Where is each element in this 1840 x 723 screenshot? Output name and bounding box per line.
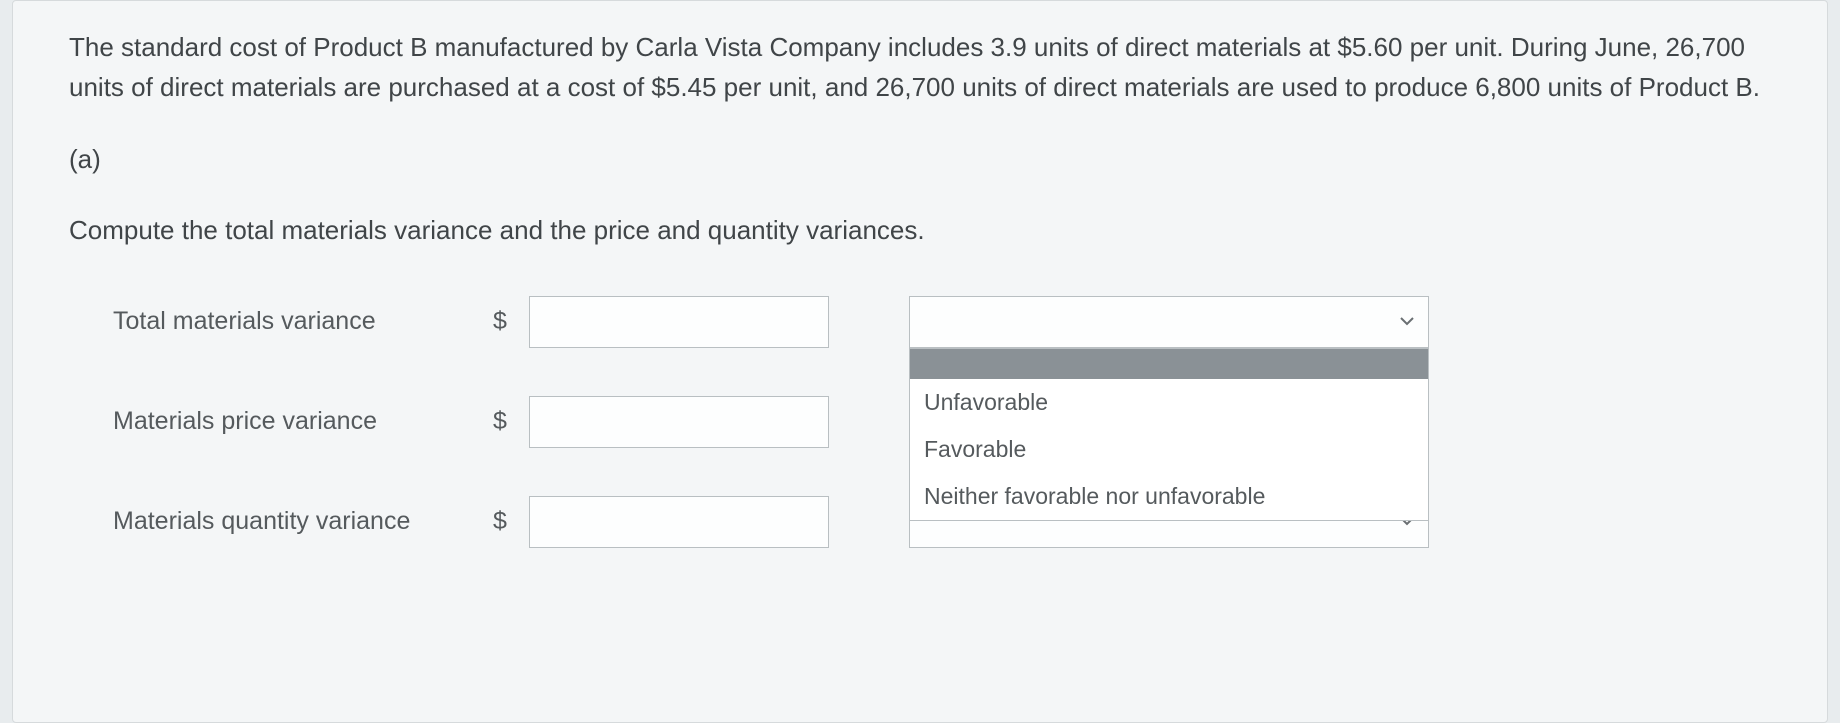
materials-quantity-variance-input[interactable] <box>529 496 829 548</box>
dropdown-list: Unfavorable Favorable Neither favorable … <box>909 348 1429 521</box>
total-materials-variance-select[interactable] <box>909 296 1429 348</box>
chevron-down-icon <box>1399 309 1415 335</box>
total-materials-variance-input[interactable] <box>529 296 829 348</box>
materials-price-variance-input[interactable] <box>529 396 829 448</box>
currency-symbol: $ <box>493 307 529 336</box>
row-label-materials-quantity-variance: Materials quantity variance <box>113 507 493 536</box>
row-label-materials-price-variance: Materials price variance <box>113 407 493 436</box>
currency-symbol: $ <box>493 507 529 536</box>
answer-grid: Total materials variance $ Unfavorable F… <box>13 246 1827 548</box>
dropdown-option-blank[interactable] <box>910 349 1428 379</box>
problem-statement: The standard cost of Product B manufactu… <box>13 1 1827 108</box>
row-label-total-materials-variance: Total materials variance <box>113 307 493 336</box>
instruction-text: Compute the total materials variance and… <box>13 175 1827 246</box>
part-label: (a) <box>13 108 1827 175</box>
dropdown-option-neither[interactable]: Neither favorable nor unfavorable <box>910 473 1428 520</box>
dropdown-option-favorable[interactable]: Favorable <box>910 426 1428 473</box>
dropdown-option-unfavorable[interactable]: Unfavorable <box>910 379 1428 426</box>
total-materials-variance-select-wrap: Unfavorable Favorable Neither favorable … <box>909 296 1429 348</box>
question-card: The standard cost of Product B manufactu… <box>12 0 1828 723</box>
currency-symbol: $ <box>493 407 529 436</box>
